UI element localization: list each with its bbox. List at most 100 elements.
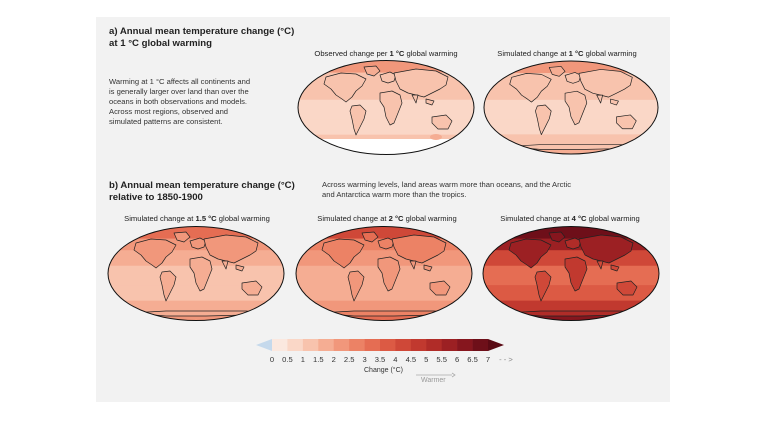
latitude-band [483,119,659,135]
map-a2-label: Simulated change at 1 °C global warming [497,49,637,58]
section-a-description: Warming at 1 °C affects all continents a… [109,77,289,127]
continent-seasia [425,98,435,106]
map-b3-label: Simulated change at 4 °C global warming [500,214,640,223]
continent-greenland [548,231,566,243]
continent-asia [578,234,634,264]
colorbar [256,339,504,351]
latitude-band [296,285,472,302]
continent-europe [379,71,397,84]
latitude-band [108,226,284,240]
section-b-desc-line: Across warming levels, land areas warm m… [322,180,572,189]
continent-asia [203,234,259,264]
latitude-band [296,226,472,240]
missing-data-region [298,139,474,155]
colorbar-segment [426,339,443,351]
continent-seasia [610,264,620,272]
colorbar-tick-label: 0 [269,355,275,364]
colorbar-continuation-arrow: - - > [499,355,513,364]
map-outline [295,226,473,321]
map-outline [297,60,475,155]
latitude-band [108,285,284,302]
continent-india [409,260,417,270]
continent-samerica [159,270,177,302]
colorbar-segment [395,339,412,351]
continent-europe [564,237,582,250]
colorbar-negative-arrow [256,339,272,351]
continent-asia [578,69,633,98]
latitude-band [483,226,659,240]
continent-india [596,94,603,104]
map-field [483,61,659,154]
map-a1-label: Observed change per 1 °C global warming [314,49,458,58]
continent-india [221,260,229,270]
map-outline [482,226,660,321]
colorbar-segment [333,339,350,351]
continent-seasia [610,98,619,106]
latitude-band [108,300,284,313]
continent-asia [391,234,447,264]
colorbar-segment [457,339,473,351]
warm-patch [430,134,442,140]
colorbar-tick-label: 5.5 [436,355,447,364]
colorbar-tick-label: 6 [455,355,460,364]
section-a-desc-line: simulated patterns are consistent. [109,117,223,126]
colorbar-tick-label: 3 [362,355,367,364]
section-a-title: a) Annual mean temperature change (°C) a… [109,26,294,50]
colorbar-segment [318,339,335,351]
colorbar-max-arrow [488,339,504,351]
continent-africa [564,90,588,126]
colorbar-segment [287,339,304,351]
colorbar-tick-label: 2.5 [343,355,355,364]
latitude-band [483,285,659,302]
continent-australia [429,280,451,296]
continent-europe [377,237,395,250]
figure-panel: a) Annual mean temperature change (°C) a… [96,17,670,402]
latitude-band [483,61,659,74]
section-b-desc-line: and Antarctica warm more than the tropic… [322,190,467,199]
colorbar-segment [272,339,288,351]
map-observed-1c [297,60,475,155]
continent-africa [189,256,213,292]
map-field [296,226,472,321]
colorbar-tick-label: 4 [393,355,398,364]
section-a-desc-line: is generally larger over land than over … [109,87,249,96]
colorbar-tick-label: 5 [424,355,429,364]
colorbar-tick-label: 2 [331,355,336,364]
section-a-desc-line: Across most regions, observed and [109,107,229,116]
map-simulated-4c [482,226,660,321]
colorbar-tick-label: 7 [485,355,491,364]
latitude-band [483,312,659,321]
continent-asia [393,68,449,98]
continent-africa [564,256,588,292]
colorbar-ticks: 0 0.5 1 1.5 2 2.5 3 3.5 4 4.5 5 5.5 6 6.5 7 - - > [256,355,526,365]
continent-samerica [535,104,552,136]
latitude-band [296,300,472,313]
continent-namerica [508,238,552,269]
latitude-band [298,60,474,74]
continent-australia [616,114,637,130]
section-b-description: Across warming levels, land areas warm m… [322,180,642,200]
section-a-title-line1: a) Annual mean temperature change (°C) [109,26,295,37]
latitude-band [483,300,659,313]
colorbar-tick-label: 1.5 [313,355,324,364]
colorbar-segment [302,339,319,351]
continent-india [596,260,604,270]
continent-australia [431,114,453,130]
continent-europe [189,237,207,250]
latitude-band [298,119,474,136]
colorbar-segment [441,339,458,351]
map-simulated-2c [295,226,473,321]
map-field [298,60,474,155]
continent-india [411,94,419,104]
section-b-title-line1: b) Annual mean temperature change (°C) [109,180,295,191]
continent-greenland [173,231,191,243]
colorbar-segment [349,339,365,351]
warmer-label: Warmer [421,377,446,384]
continent-namerica [133,238,177,269]
warmer-arrow-icon [416,372,456,378]
continent-samerica [349,104,367,136]
section-b-title: b) Annual mean temperature change (°C) r… [109,180,295,204]
continent-namerica [321,238,365,269]
section-a-desc-line: Warming at 1 °C affects all continents a… [109,77,251,86]
colorbar-tick-label: 0.5 [282,355,293,364]
